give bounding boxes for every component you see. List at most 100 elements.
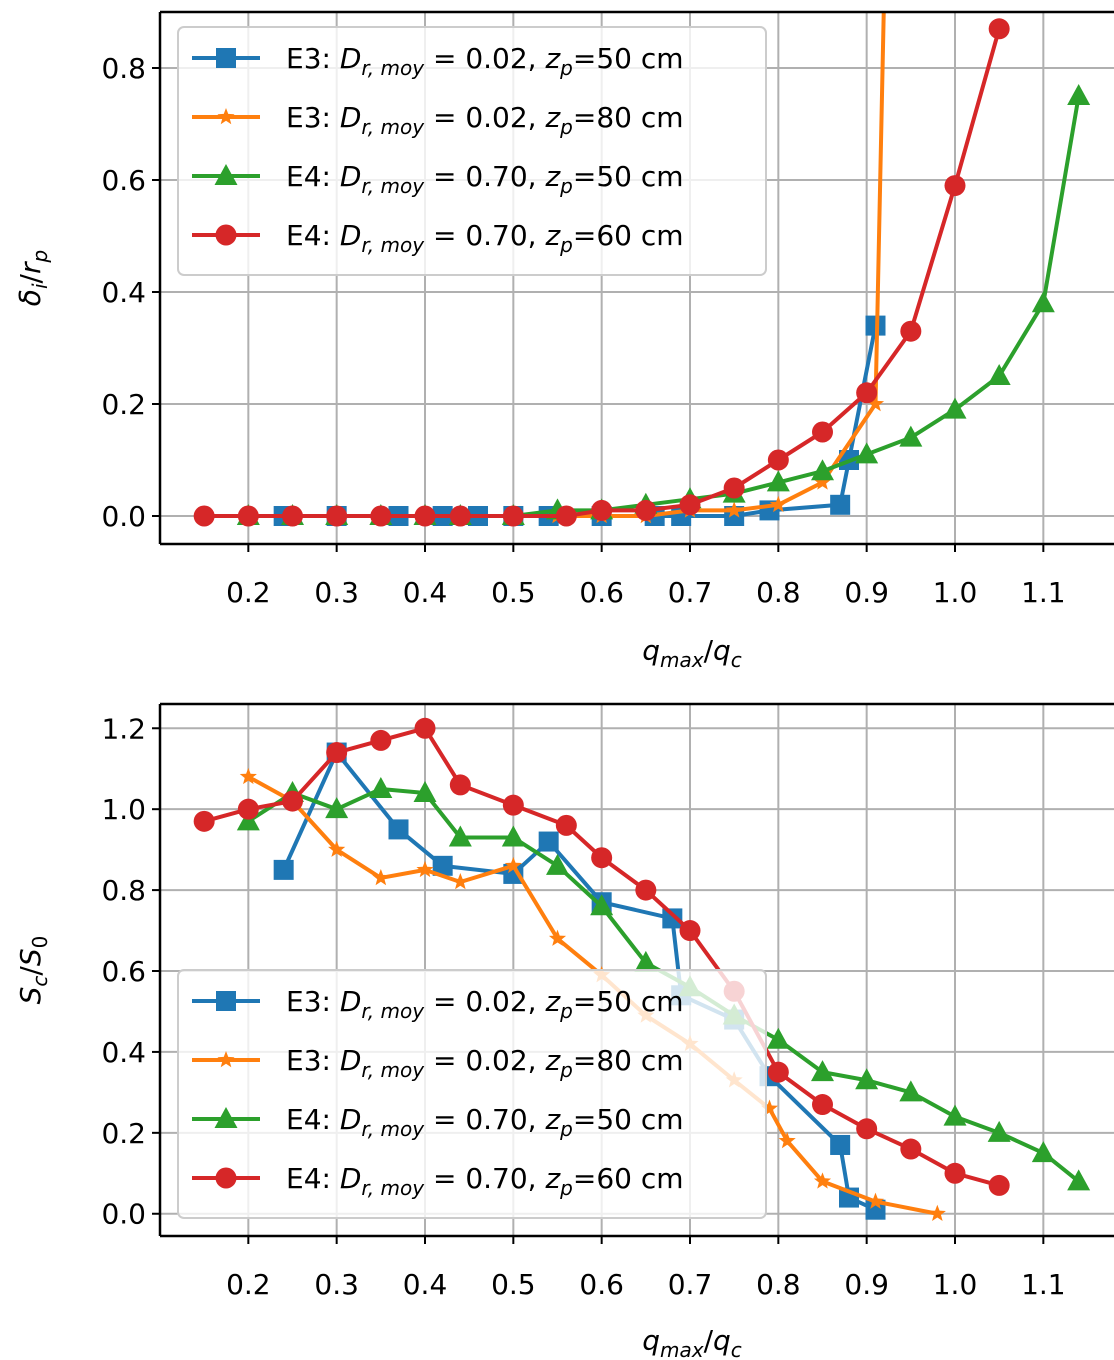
y-tick-label: 1.2 xyxy=(101,712,146,745)
data-point xyxy=(811,1060,834,1082)
data-point xyxy=(414,717,436,739)
data-point xyxy=(369,776,393,798)
series-3 xyxy=(193,18,1010,527)
x-tick-label: 0.9 xyxy=(844,1268,889,1301)
data-point xyxy=(987,1120,1011,1142)
data-point xyxy=(1031,1141,1055,1163)
y-tick-label: 0.8 xyxy=(101,52,146,85)
data-point xyxy=(370,729,392,751)
data-point xyxy=(449,774,471,796)
data-point xyxy=(944,175,966,197)
x-tick-label: 0.3 xyxy=(314,576,359,609)
data-point xyxy=(866,395,885,412)
data-point xyxy=(900,1138,922,1160)
legend-marker xyxy=(214,1107,238,1128)
grid xyxy=(160,704,1114,1236)
data-point xyxy=(812,421,833,443)
legend-marker xyxy=(215,1167,237,1189)
data-point xyxy=(388,819,409,840)
data-point xyxy=(325,797,349,819)
legend-label: E3: Dr, moy = 0.02, zp=50 cm xyxy=(286,42,684,80)
data-point xyxy=(769,495,787,513)
series-0 xyxy=(273,315,886,526)
bottom-panel: 0.2 0.3 0.4 0.5 0.6 0.7 0.8 0.9 1.0 1.1 0.0 0.2 0.4 0… xyxy=(14,702,1114,1360)
legend-entry: E4: Dr, moy = 0.70, zp=50 cm xyxy=(192,160,684,198)
data-point xyxy=(662,908,683,929)
legend-label: E4: Dr, moy = 0.70, zp=60 cm xyxy=(286,1162,684,1200)
data-point xyxy=(811,459,834,481)
data-point xyxy=(856,382,878,404)
legend-box xyxy=(177,26,767,276)
data-point xyxy=(928,1204,946,1222)
top-panel: 0.2 0.3 0.4 0.5 0.6 0.7 0.8 0.9 1.0 1.1 0.0 0.2 0.4 0… xyxy=(14,10,1114,672)
legend-label: E4: Dr, moy = 0.70, zp=50 cm xyxy=(286,160,684,198)
data-point xyxy=(988,18,1010,40)
legend-entry: E3: Dr, moy = 0.02, zp=50 cm xyxy=(192,42,684,80)
data-point xyxy=(282,505,303,527)
y-tick-label: 0.4 xyxy=(101,1036,146,1069)
x-tick-label: 0.6 xyxy=(579,1268,624,1301)
data-point xyxy=(766,1027,790,1049)
legend: E3: Dr, moy = 0.02, zp=50 cm E3: Dr, moy … xyxy=(177,969,767,1219)
data-point xyxy=(555,505,577,527)
legend-marker xyxy=(216,48,236,68)
data-point xyxy=(432,855,453,876)
data-point xyxy=(856,1118,878,1140)
legend-box xyxy=(177,969,767,1219)
y-tick-label: 0.2 xyxy=(101,1117,146,1150)
legend-marker xyxy=(217,1051,235,1068)
x-tick-label: 1.1 xyxy=(1021,576,1066,609)
y-tick-label: 0.2 xyxy=(101,388,146,421)
data-point xyxy=(502,505,524,527)
data-point xyxy=(725,501,743,518)
data-point xyxy=(812,1094,833,1116)
data-point xyxy=(273,859,294,880)
data-point xyxy=(778,1131,796,1149)
data-point xyxy=(546,853,569,875)
y-tick-label: 0.6 xyxy=(101,164,146,197)
data-point xyxy=(723,477,745,499)
x-axis-label: qmax/qc xyxy=(642,634,742,672)
data-point xyxy=(504,856,522,874)
x-tick-label: 0.2 xyxy=(226,1268,271,1301)
legend-label: E3: Dr, moy = 0.02, zp=80 cm xyxy=(286,101,684,139)
data-point xyxy=(451,873,469,890)
data-point xyxy=(679,494,701,516)
x-tick-label: 0.7 xyxy=(668,576,713,609)
legend-marker xyxy=(217,108,235,125)
x-tick-label: 0.5 xyxy=(491,1268,536,1301)
data-point xyxy=(900,320,922,342)
data-point xyxy=(760,1099,779,1116)
data-point xyxy=(414,505,436,527)
series-3 xyxy=(193,717,1010,1196)
data-point xyxy=(538,831,559,852)
data-point xyxy=(635,499,657,521)
legend-label: E3: Dr, moy = 0.02, zp=50 cm xyxy=(286,985,684,1023)
data-point xyxy=(855,1068,879,1090)
data-point xyxy=(370,505,392,527)
data-point xyxy=(943,1104,967,1126)
x-tick-label: 0.8 xyxy=(756,1268,801,1301)
data-point xyxy=(193,505,215,527)
legend-marker xyxy=(215,224,237,246)
y-tick-label: 0.4 xyxy=(101,276,146,309)
data-point xyxy=(988,1174,1010,1196)
data-point xyxy=(1031,291,1055,313)
x-tick-label: 0.7 xyxy=(668,1268,713,1301)
x-tick-label: 0.4 xyxy=(403,576,448,609)
data-point xyxy=(635,879,657,901)
legend-entry: E4: Dr, moy = 0.70, zp=60 cm xyxy=(192,219,684,257)
legend-entry: E4: Dr, moy = 0.70, zp=50 cm xyxy=(192,1103,684,1141)
data-point xyxy=(813,473,832,490)
data-point xyxy=(555,814,577,836)
data-point xyxy=(372,868,390,886)
data-point xyxy=(548,929,567,946)
data-point xyxy=(326,505,348,527)
data-point xyxy=(634,950,658,972)
data-point xyxy=(591,499,613,521)
data-point xyxy=(944,1162,966,1184)
data-point xyxy=(767,1061,789,1083)
data-point xyxy=(855,442,879,464)
legend-marker xyxy=(214,164,238,185)
